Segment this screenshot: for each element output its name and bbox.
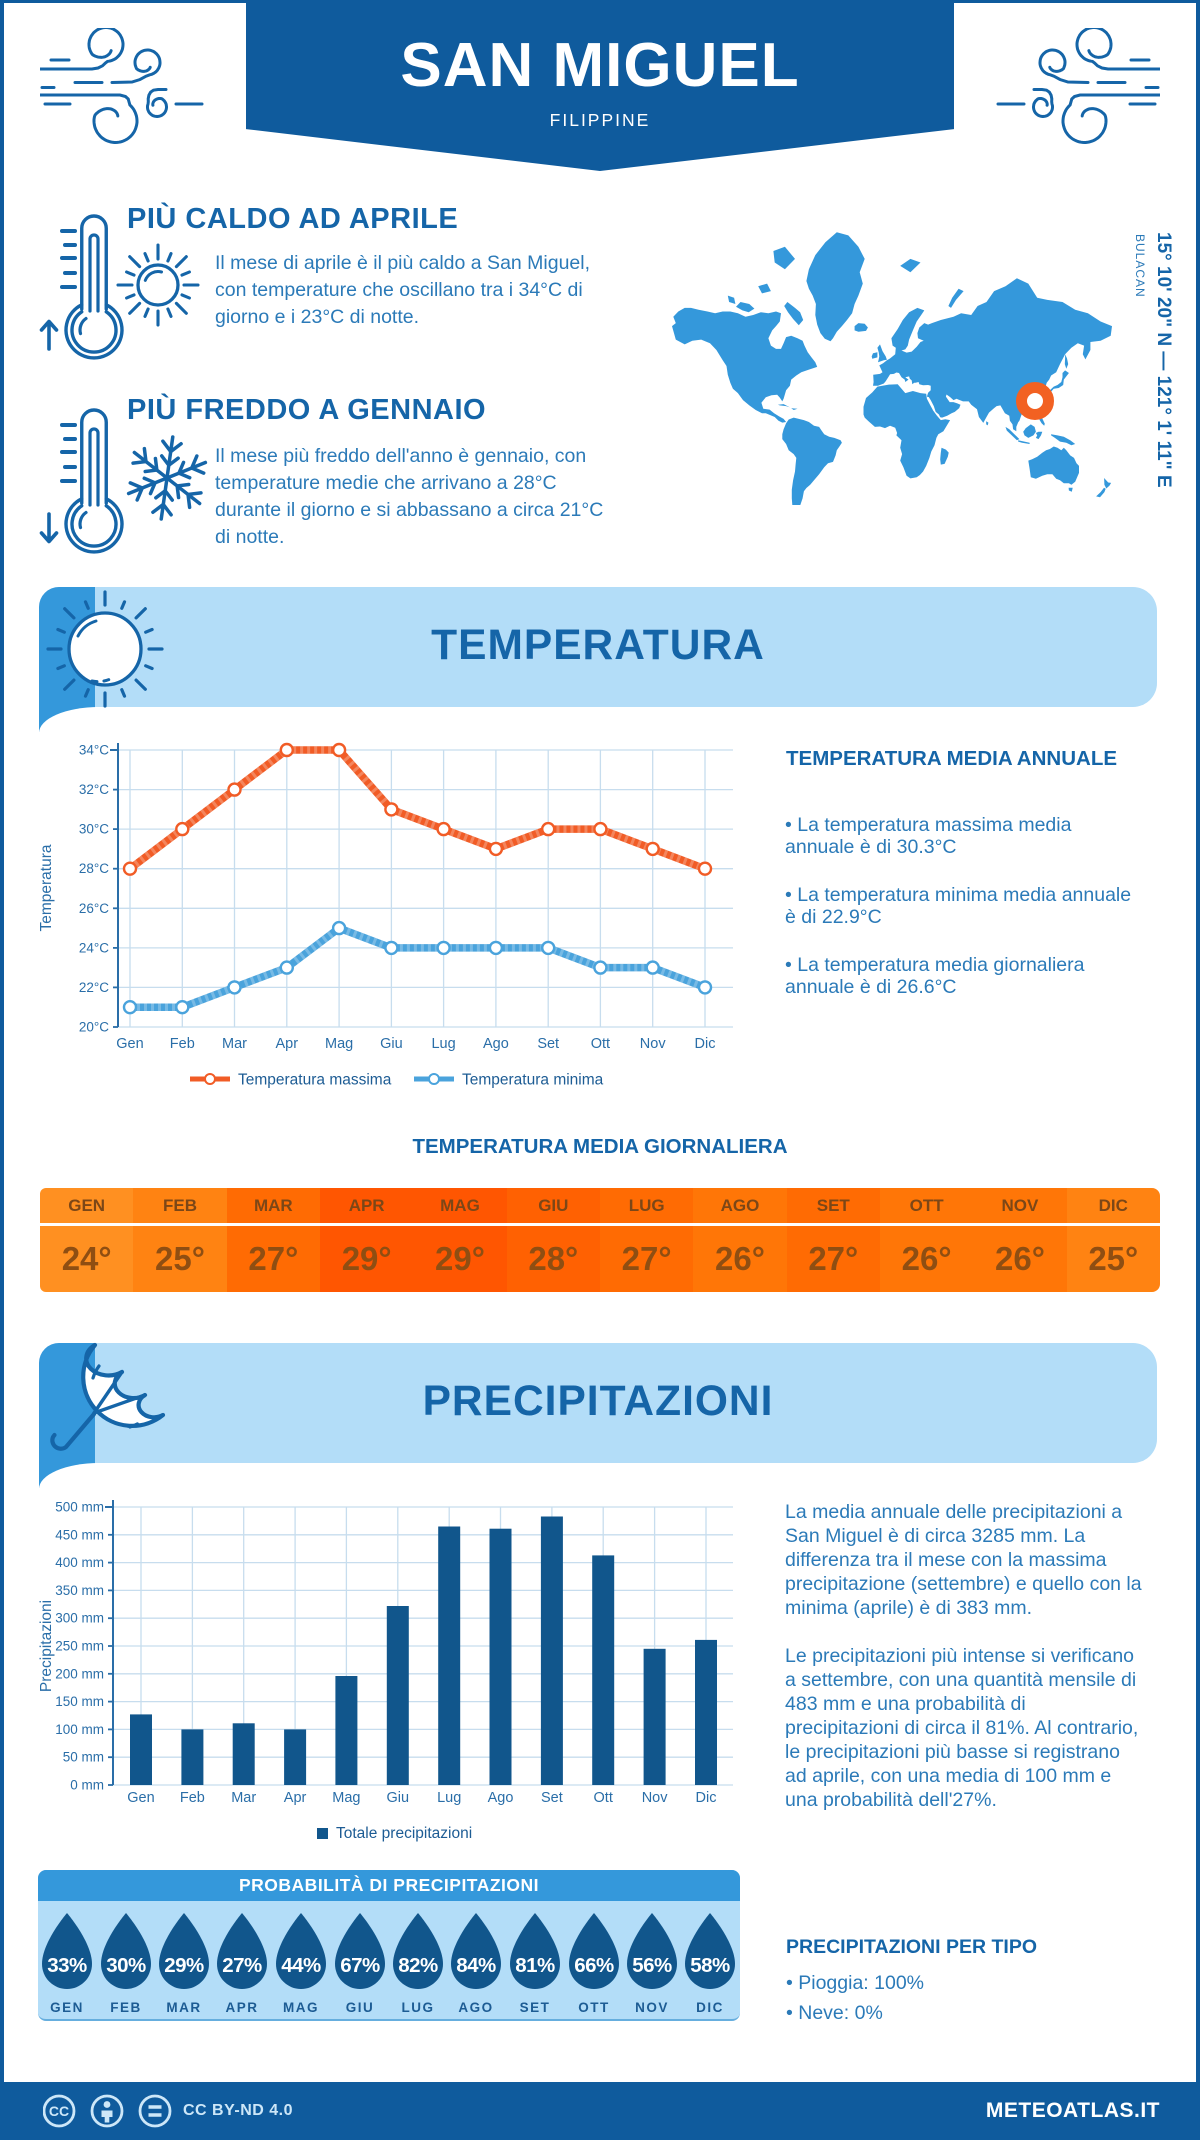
svg-text:30%: 30% — [106, 1954, 146, 1977]
svg-text:58%: 58% — [690, 1954, 730, 1977]
svg-text:22°C: 22°C — [79, 980, 109, 995]
svg-text:Mar: Mar — [222, 1036, 247, 1052]
svg-text:Apr: Apr — [284, 1790, 307, 1806]
svg-text:Giu: Giu — [380, 1036, 403, 1052]
svg-text:Dic: Dic — [696, 1790, 717, 1806]
svg-text:56%: 56% — [632, 1954, 672, 1977]
svg-text:350 mm: 350 mm — [55, 1583, 104, 1598]
svg-text:Mar: Mar — [231, 1790, 256, 1806]
svg-text:Mag: Mag — [325, 1036, 353, 1052]
svg-text:44%: 44% — [281, 1954, 321, 1977]
svg-text:Nov: Nov — [640, 1036, 667, 1052]
svg-text:0 mm: 0 mm — [70, 1778, 104, 1793]
svg-text:Gen: Gen — [116, 1036, 143, 1052]
svg-text:450 mm: 450 mm — [55, 1527, 104, 1542]
svg-text:250 mm: 250 mm — [55, 1639, 104, 1654]
svg-text:CC: CC — [49, 2103, 69, 2119]
svg-text:28°C: 28°C — [79, 861, 109, 876]
svg-text:67%: 67% — [340, 1954, 380, 1977]
svg-text:Mag: Mag — [332, 1790, 360, 1806]
svg-text:300 mm: 300 mm — [55, 1611, 104, 1626]
svg-text:Giu: Giu — [387, 1790, 410, 1806]
svg-text:Ago: Ago — [488, 1790, 514, 1806]
svg-text:Nov: Nov — [642, 1790, 669, 1806]
svg-text:66%: 66% — [574, 1954, 614, 1977]
svg-text:Ott: Ott — [594, 1790, 613, 1806]
svg-text:Temperatura: Temperatura — [38, 844, 55, 931]
svg-text:Gen: Gen — [127, 1790, 154, 1806]
svg-text:26°C: 26°C — [79, 901, 109, 916]
svg-text:Lug: Lug — [431, 1036, 455, 1052]
svg-text:33%: 33% — [47, 1954, 87, 1977]
svg-text:Dic: Dic — [695, 1036, 716, 1052]
svg-text:Ott: Ott — [591, 1036, 610, 1052]
svg-text:Precipitazioni: Precipitazioni — [38, 1600, 55, 1692]
svg-text:Set: Set — [541, 1790, 563, 1806]
svg-text:24°C: 24°C — [79, 940, 109, 955]
svg-text:Temperatura minima: Temperatura minima — [462, 1072, 604, 1089]
svg-text:Apr: Apr — [276, 1036, 299, 1052]
svg-text:Totale precipitazioni: Totale precipitazioni — [336, 1825, 472, 1842]
svg-text:30°C: 30°C — [79, 822, 109, 837]
svg-text:29%: 29% — [164, 1954, 204, 1977]
svg-text:Lug: Lug — [437, 1790, 461, 1806]
svg-text:200 mm: 200 mm — [55, 1666, 104, 1681]
svg-text:82%: 82% — [398, 1954, 438, 1977]
svg-text:Ago: Ago — [483, 1036, 509, 1052]
svg-text:27%: 27% — [222, 1954, 262, 1977]
svg-text:20°C: 20°C — [79, 1020, 109, 1035]
svg-text:81%: 81% — [515, 1954, 555, 1977]
svg-text:150 mm: 150 mm — [55, 1694, 104, 1709]
svg-text:Feb: Feb — [170, 1036, 195, 1052]
svg-text:Temperatura massima: Temperatura massima — [238, 1072, 392, 1089]
svg-text:50 mm: 50 mm — [63, 1750, 104, 1765]
svg-text:84%: 84% — [456, 1954, 496, 1977]
svg-text:100 mm: 100 mm — [55, 1722, 104, 1737]
svg-text:32°C: 32°C — [79, 782, 109, 797]
svg-text:34°C: 34°C — [79, 743, 109, 758]
svg-text:400 mm: 400 mm — [55, 1555, 104, 1570]
svg-text:500 mm: 500 mm — [55, 1500, 104, 1515]
svg-text:Set: Set — [537, 1036, 559, 1052]
svg-text:Feb: Feb — [180, 1790, 205, 1806]
